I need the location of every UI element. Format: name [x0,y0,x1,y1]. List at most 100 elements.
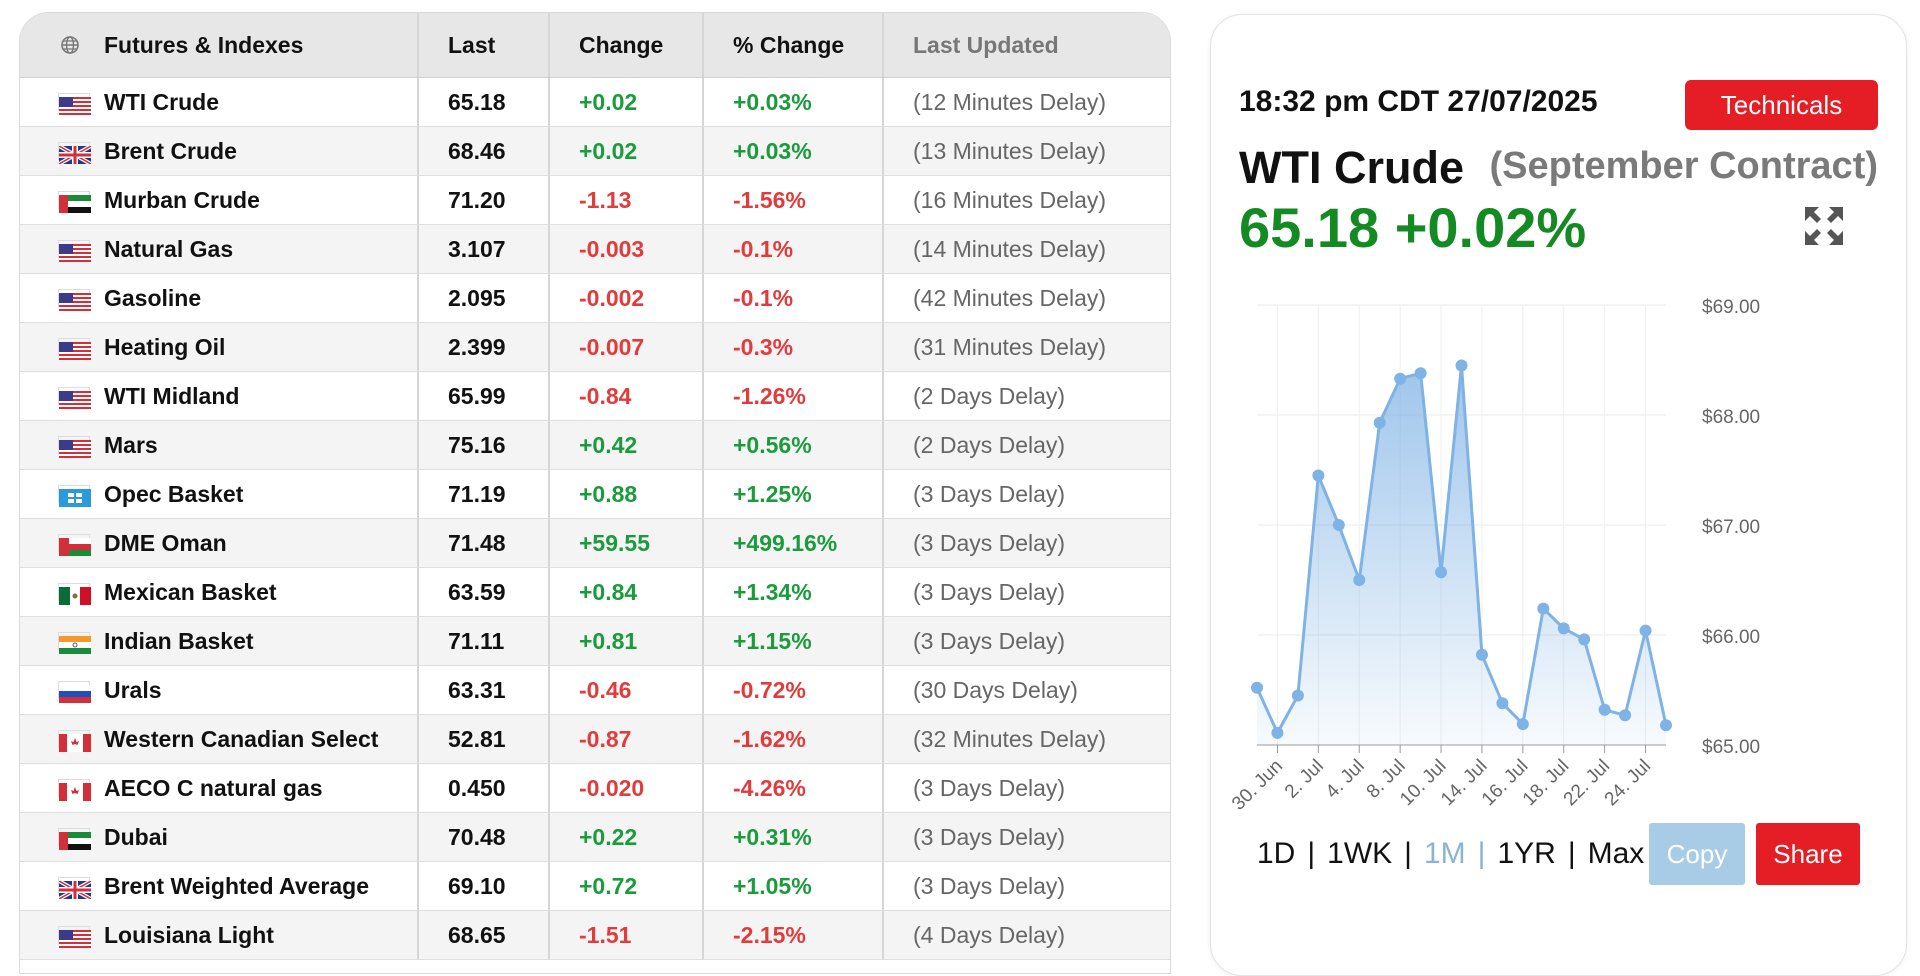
cell-name[interactable]: Urals [20,666,419,714]
data-point[interactable] [1251,681,1263,694]
data-point[interactable] [1660,719,1672,732]
cell-name[interactable]: Natural Gas [20,225,419,273]
data-point[interactable] [1475,648,1488,661]
table-row[interactable]: Natural Gas 3.107 -0.003 -0.1% (14 Minut… [20,225,1170,274]
cell-name[interactable]: AECO C natural gas [20,764,419,812]
data-point[interactable] [1312,469,1325,482]
table-row[interactable]: Indian Basket 71.11 +0.81 +1.15% (3 Days… [20,617,1170,666]
data-point[interactable] [1353,574,1366,586]
price-chart: $69.00 $68.00 $67.00 $66.00 $65.00 30. Jun2. … [1228,297,1760,815]
cell-name[interactable]: Mexican Basket [20,568,419,616]
header-last-updated[interactable]: Last Updated [913,31,1059,58]
technicals-button[interactable]: Technicals [1685,80,1878,130]
instrument-label: Western Canadian Select [104,725,379,752]
header-name[interactable]: Futures & Indexes [20,13,419,77]
cell-name[interactable]: Brent Weighted Average [20,862,419,910]
table-row[interactable]: Brent Weighted Average 69.10 +0.72 +1.05… [20,862,1170,911]
header-change[interactable]: Change [550,13,704,77]
cell-name[interactable]: WTI Crude [20,78,419,126]
range-1d[interactable]: 1D [1257,837,1296,870]
data-point[interactable] [1496,697,1509,710]
data-point[interactable] [1537,602,1550,615]
table-row[interactable]: Opec Basket 71.19 +0.88 +1.25% (3 Days D… [20,470,1170,519]
flag-icon [58,436,91,458]
data-point[interactable] [1271,726,1284,739]
instrument-label: Dubai [104,823,168,850]
cell-change: -0.003 [550,225,704,273]
expand-icon[interactable] [1803,205,1845,247]
instrument-label: Natural Gas [104,235,234,262]
cell-last-updated: (3 Days Delay) [913,578,1066,605]
table-row[interactable]: Murban Crude 71.20 -1.13 -1.56% (16 Minu… [20,176,1170,225]
cell-name[interactable]: Louisiana Light [20,911,419,959]
cell-name[interactable]: WTI Midland [20,372,419,420]
data-point[interactable] [1598,703,1611,716]
cell-name[interactable]: Gasoline [20,274,419,322]
cell-name[interactable]: Murban Crude [20,176,419,224]
copy-button[interactable]: Copy [1649,823,1745,885]
data-point[interactable] [1394,372,1407,385]
cell-last-updated: (12 Minutes Delay) [913,88,1107,115]
cell-name[interactable]: Brent Crude [20,127,419,175]
data-point[interactable] [1455,359,1468,372]
data-point[interactable] [1516,718,1529,731]
data-point[interactable] [1578,633,1591,646]
cell-name[interactable]: Heating Oil [20,323,419,371]
range-max[interactable]: Max [1587,837,1645,870]
instrument-label: Mexican Basket [104,578,277,605]
cell-last-updated: (2 Days Delay) [913,382,1066,409]
header-last[interactable]: Last [419,13,550,77]
x-tick-label: 2. Jul [1281,756,1328,803]
table-row[interactable]: WTI Midland 65.99 -0.84 -1.26% (2 Days D… [20,372,1170,421]
y-tick-label: $66.00 [1702,627,1760,648]
table-row[interactable]: Dubai 70.48 +0.22 +0.31% (3 Days Delay) [20,813,1170,862]
table-row[interactable]: WTI Crude 65.18 +0.02 +0.03% (12 Minutes… [20,78,1170,127]
cell-change: -0.020 [550,764,704,812]
cell-name[interactable]: Indian Basket [20,617,419,665]
cell-pct-change: -2.15% [704,911,884,959]
table-row[interactable]: Brent Crude 68.46 +0.02 +0.03% (13 Minut… [20,127,1170,176]
cell-last-updated: (3 Days Delay) [913,480,1066,507]
flag-icon [58,338,91,360]
cell-change: -0.46 [550,666,704,714]
data-point[interactable] [1291,689,1304,702]
timestamp: 18:32 pm CDT 27/07/2025 [1239,85,1598,118]
table-row[interactable]: Urals 63.31 -0.46 -0.72% (30 Days Delay) [20,666,1170,715]
share-button[interactable]: Share [1756,823,1860,885]
data-point[interactable] [1619,709,1632,722]
header-pct-change[interactable]: % Change [704,13,884,77]
cell-name[interactable]: DME Oman [20,519,419,567]
cell-name[interactable]: Opec Basket [20,470,419,518]
table-row[interactable]: Heating Oil 2.399 -0.007 -0.3% (31 Minut… [20,323,1170,372]
cell-change: +0.42 [550,421,704,469]
table-row[interactable]: Gasoline 2.095 -0.002 -0.1% (42 Minutes … [20,274,1170,323]
flag-icon [58,730,91,752]
data-point[interactable] [1414,367,1427,380]
table-row[interactable]: Mexican Basket 63.59 +0.84 +1.34% (3 Day… [20,568,1170,617]
range-1m[interactable]: 1M [1423,837,1466,870]
table-row[interactable]: Louisiana Light 68.65 -1.51 -2.15% (4 Da… [20,911,1170,960]
instrument-label: WTI Crude [104,88,219,115]
cell-name[interactable]: Western Canadian Select [20,715,419,763]
data-point[interactable] [1332,519,1345,531]
cell-name[interactable]: Dubai [20,813,419,861]
table-header: Futures & Indexes Last Change % Change L… [20,13,1170,78]
cell-last-updated: (42 Minutes Delay) [913,284,1107,311]
data-point[interactable] [1557,622,1570,635]
table-row[interactable]: DME Oman 71.48 +59.55 +499.16% (3 Days D… [20,519,1170,568]
cell-pct-change: -1.62% [704,715,884,763]
data-point[interactable] [1435,566,1448,579]
data-point[interactable] [1639,624,1652,637]
data-point[interactable] [1373,416,1386,429]
range-1wk[interactable]: 1WK [1327,837,1393,870]
cell-pct-change: -0.72% [704,666,884,714]
table-row[interactable]: Mars 75.16 +0.42 +0.56% (2 Days Delay) [20,421,1170,470]
cell-pct-change: +0.56% [704,421,884,469]
range-1yr[interactable]: 1YR [1497,837,1556,870]
table-body: WTI Crude 65.18 +0.02 +0.03% (12 Minutes… [20,78,1170,960]
cell-name[interactable]: Mars [20,421,419,469]
cell-change: +0.84 [550,568,704,616]
table-row[interactable]: Western Canadian Select 52.81 -0.87 -1.6… [20,715,1170,764]
cell-pct-change: +0.31% [704,813,884,861]
table-row[interactable]: AECO C natural gas 0.450 -0.020 -4.26% (… [20,764,1170,813]
